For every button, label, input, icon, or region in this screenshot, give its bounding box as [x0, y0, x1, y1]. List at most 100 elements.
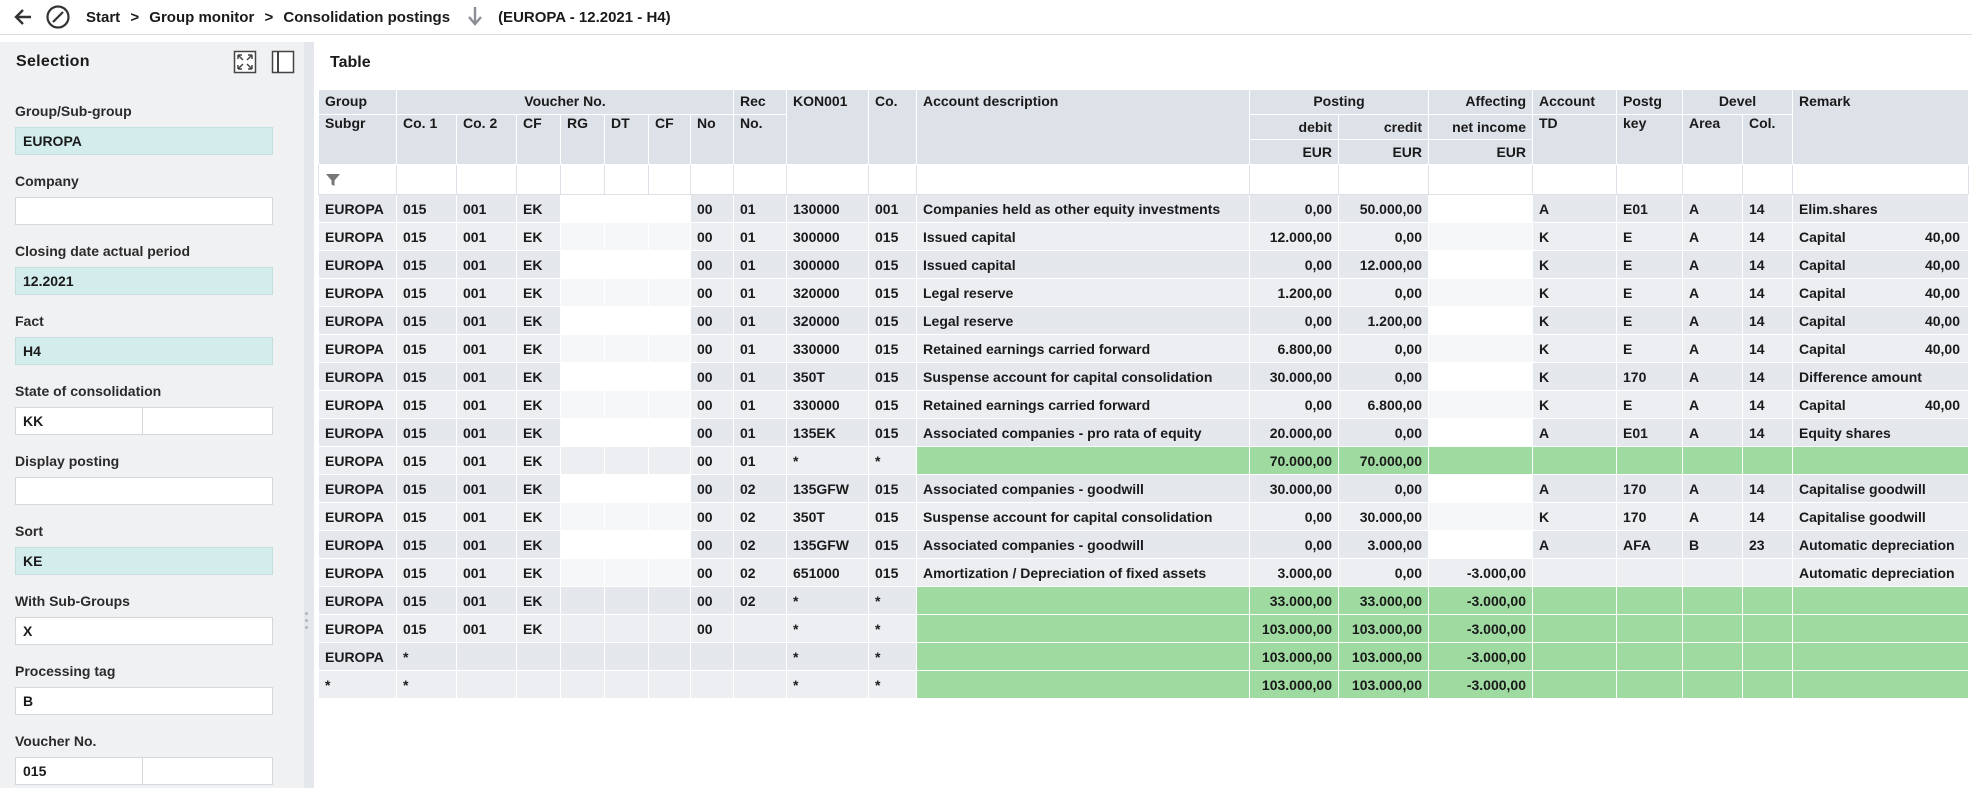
- table-row[interactable]: EUROPA 015 001 EK 00 02 350T 015 Suspense accoun…: [318, 502, 1969, 531]
- col-header-affecting[interactable]: Affecting: [1428, 89, 1533, 115]
- table-cell: *: [396, 670, 457, 699]
- filter-cell[interactable]: [690, 164, 734, 195]
- voucher-no-from-input[interactable]: 015: [15, 757, 143, 785]
- col-header-rec[interactable]: Rec: [733, 89, 787, 115]
- col-header-debit[interactable]: debit: [1249, 114, 1339, 140]
- filter-cell[interactable]: [456, 164, 517, 195]
- table-cell: [604, 530, 649, 559]
- col-header-col[interactable]: Col.: [1742, 114, 1793, 165]
- col-header-area[interactable]: Area: [1682, 114, 1743, 165]
- group-subgroup-input[interactable]: EUROPA: [15, 127, 273, 155]
- no-entry-icon[interactable]: [44, 3, 72, 31]
- filter-cell[interactable]: [560, 164, 605, 195]
- col-header-credit[interactable]: credit: [1338, 114, 1429, 140]
- table-cell: [648, 446, 691, 475]
- expand-icon[interactable]: [233, 50, 257, 74]
- table-cell: EK: [516, 334, 561, 363]
- col-header-dt[interactable]: DT: [604, 114, 649, 165]
- col-header-group[interactable]: Group: [318, 89, 397, 115]
- col-header-co[interactable]: Co.: [868, 89, 917, 165]
- table-cell: 103.000,00: [1249, 670, 1339, 699]
- filter-cell[interactable]: [733, 164, 787, 195]
- table-cell: *: [786, 670, 869, 699]
- filter-cell[interactable]: [1532, 164, 1617, 195]
- subtotal-row[interactable]: EUROPA 015 001 EK 00 02 * * 33.000,00 33.000,00 -3…: [318, 586, 1969, 615]
- table-cell: [604, 278, 649, 307]
- filter-cell[interactable]: [786, 164, 869, 195]
- filter-cell[interactable]: [1249, 164, 1339, 195]
- filter-cell[interactable]: [1338, 164, 1429, 195]
- voucher-no-to-input[interactable]: [143, 757, 273, 785]
- with-subgroups-input[interactable]: X: [15, 617, 273, 645]
- table-cell: 30.000,00: [1249, 474, 1339, 503]
- table-row[interactable]: EUROPA 015 001 EK 00 01 300000 015 Issued capita…: [318, 222, 1969, 251]
- col-header-co1[interactable]: Co. 1: [396, 114, 457, 165]
- col-header-recno[interactable]: No.: [733, 114, 787, 165]
- table-cell: Issued capital: [916, 250, 1250, 279]
- col-header-co2[interactable]: Co. 2: [456, 114, 517, 165]
- col-header-cf2[interactable]: CF: [648, 114, 691, 165]
- filter-cell[interactable]: [1792, 164, 1969, 195]
- subtotal-row[interactable]: EUROPA 015 001 EK 00 01 * * 70.000,00 70.000,00: [318, 446, 1969, 475]
- table-row[interactable]: EUROPA 015 001 EK 00 02 135GFW 015 Associated co…: [318, 530, 1969, 559]
- table-row[interactable]: EUROPA 015 001 EK 00 02 135GFW 015 Associated co…: [318, 474, 1969, 503]
- filter-cell[interactable]: [648, 164, 691, 195]
- panel-resize-handle[interactable]: [305, 608, 309, 638]
- table-row[interactable]: EUROPA 015 001 EK 00 01 135EK 015 Associated com…: [318, 418, 1969, 447]
- display-posting-input[interactable]: [15, 477, 273, 505]
- filter-cell[interactable]: [1616, 164, 1683, 195]
- table-row[interactable]: EUROPA 015 001 EK 00 01 300000 015 Issued capita…: [318, 250, 1969, 279]
- filter-cell[interactable]: [868, 164, 917, 195]
- filter-cell[interactable]: [604, 164, 649, 195]
- side-panel-icon[interactable]: [271, 50, 295, 74]
- processing-tag-input[interactable]: B: [15, 687, 273, 715]
- col-header-account[interactable]: Account: [1532, 89, 1617, 115]
- table-row[interactable]: EUROPA 015 001 EK 00 02 651000 015 Amortization …: [318, 558, 1969, 587]
- table-cell: [1792, 586, 1969, 615]
- col-header-key[interactable]: key: [1616, 114, 1683, 165]
- table-cell: [648, 334, 691, 363]
- state-consolidation-from-input[interactable]: KK: [15, 407, 143, 435]
- table-row[interactable]: EUROPA 015 001 EK 00 01 350T 015 Suspense accoun…: [318, 362, 1969, 391]
- filter-cell[interactable]: [516, 164, 561, 195]
- fact-input[interactable]: H4: [15, 337, 273, 365]
- filter-cell[interactable]: [396, 164, 457, 195]
- table-row[interactable]: EUROPA 015 001 EK 00 01 130000 001 Companies hel…: [318, 194, 1969, 223]
- filter-cell[interactable]: [916, 164, 1250, 195]
- table-row[interactable]: EUROPA 015 001 EK 00 01 330000 015 Retained earn…: [318, 390, 1969, 419]
- filter-cell[interactable]: [1742, 164, 1793, 195]
- table-row[interactable]: EUROPA 015 001 EK 00 01 320000 015 Legal reserve…: [318, 306, 1969, 335]
- col-header-cf1[interactable]: CF: [516, 114, 561, 165]
- filter-cell[interactable]: [318, 164, 397, 195]
- filter-cell[interactable]: [1428, 164, 1533, 195]
- filter-icon[interactable]: [325, 172, 341, 188]
- col-header-subgr[interactable]: Subgr: [318, 114, 397, 165]
- subtotal-row[interactable]: EUROPA * * * 103.000,00 103.000,00 -3.000,00: [318, 642, 1969, 671]
- table-cell: [1428, 474, 1533, 503]
- table-row[interactable]: EUROPA 015 001 EK 00 01 330000 015 Retained earn…: [318, 334, 1969, 363]
- table-cell: [560, 502, 605, 531]
- company-input[interactable]: [15, 197, 273, 225]
- state-consolidation-to-input[interactable]: [143, 407, 273, 435]
- col-header-remark[interactable]: Remark: [1792, 89, 1969, 165]
- subtotal-row[interactable]: * * * * 103.000,00 103.000,00 -3.000,00: [318, 670, 1969, 699]
- remark-text: Capital: [1799, 312, 1846, 329]
- closing-date-input[interactable]: 12.2021: [15, 267, 273, 295]
- table-cell: 001: [868, 194, 917, 223]
- table-row[interactable]: EUROPA 015 001 EK 00 01 320000 015 Legal reserve…: [318, 278, 1969, 307]
- sort-input[interactable]: KE: [15, 547, 273, 575]
- col-header-desc[interactable]: Account description: [916, 89, 1250, 165]
- col-header-rg[interactable]: RG: [560, 114, 605, 165]
- table-cell: EK: [516, 446, 561, 475]
- col-header-postg[interactable]: Postg: [1616, 89, 1683, 115]
- subtotal-row[interactable]: EUROPA 015 001 EK 00 * * 103.000,00 103.000,00 -3…: [318, 614, 1969, 643]
- col-header-no[interactable]: No: [690, 114, 734, 165]
- breadcrumb-group-monitor[interactable]: Group monitor: [149, 8, 255, 26]
- back-arrow-icon[interactable]: [10, 4, 36, 30]
- filter-cell[interactable]: [1682, 164, 1743, 195]
- breadcrumb-start[interactable]: Start: [86, 8, 121, 26]
- col-header-td[interactable]: TD: [1532, 114, 1617, 165]
- col-header-kon[interactable]: KON001: [786, 89, 869, 165]
- col-header-netincome[interactable]: net income: [1428, 114, 1533, 140]
- download-arrow-icon[interactable]: [464, 4, 486, 30]
